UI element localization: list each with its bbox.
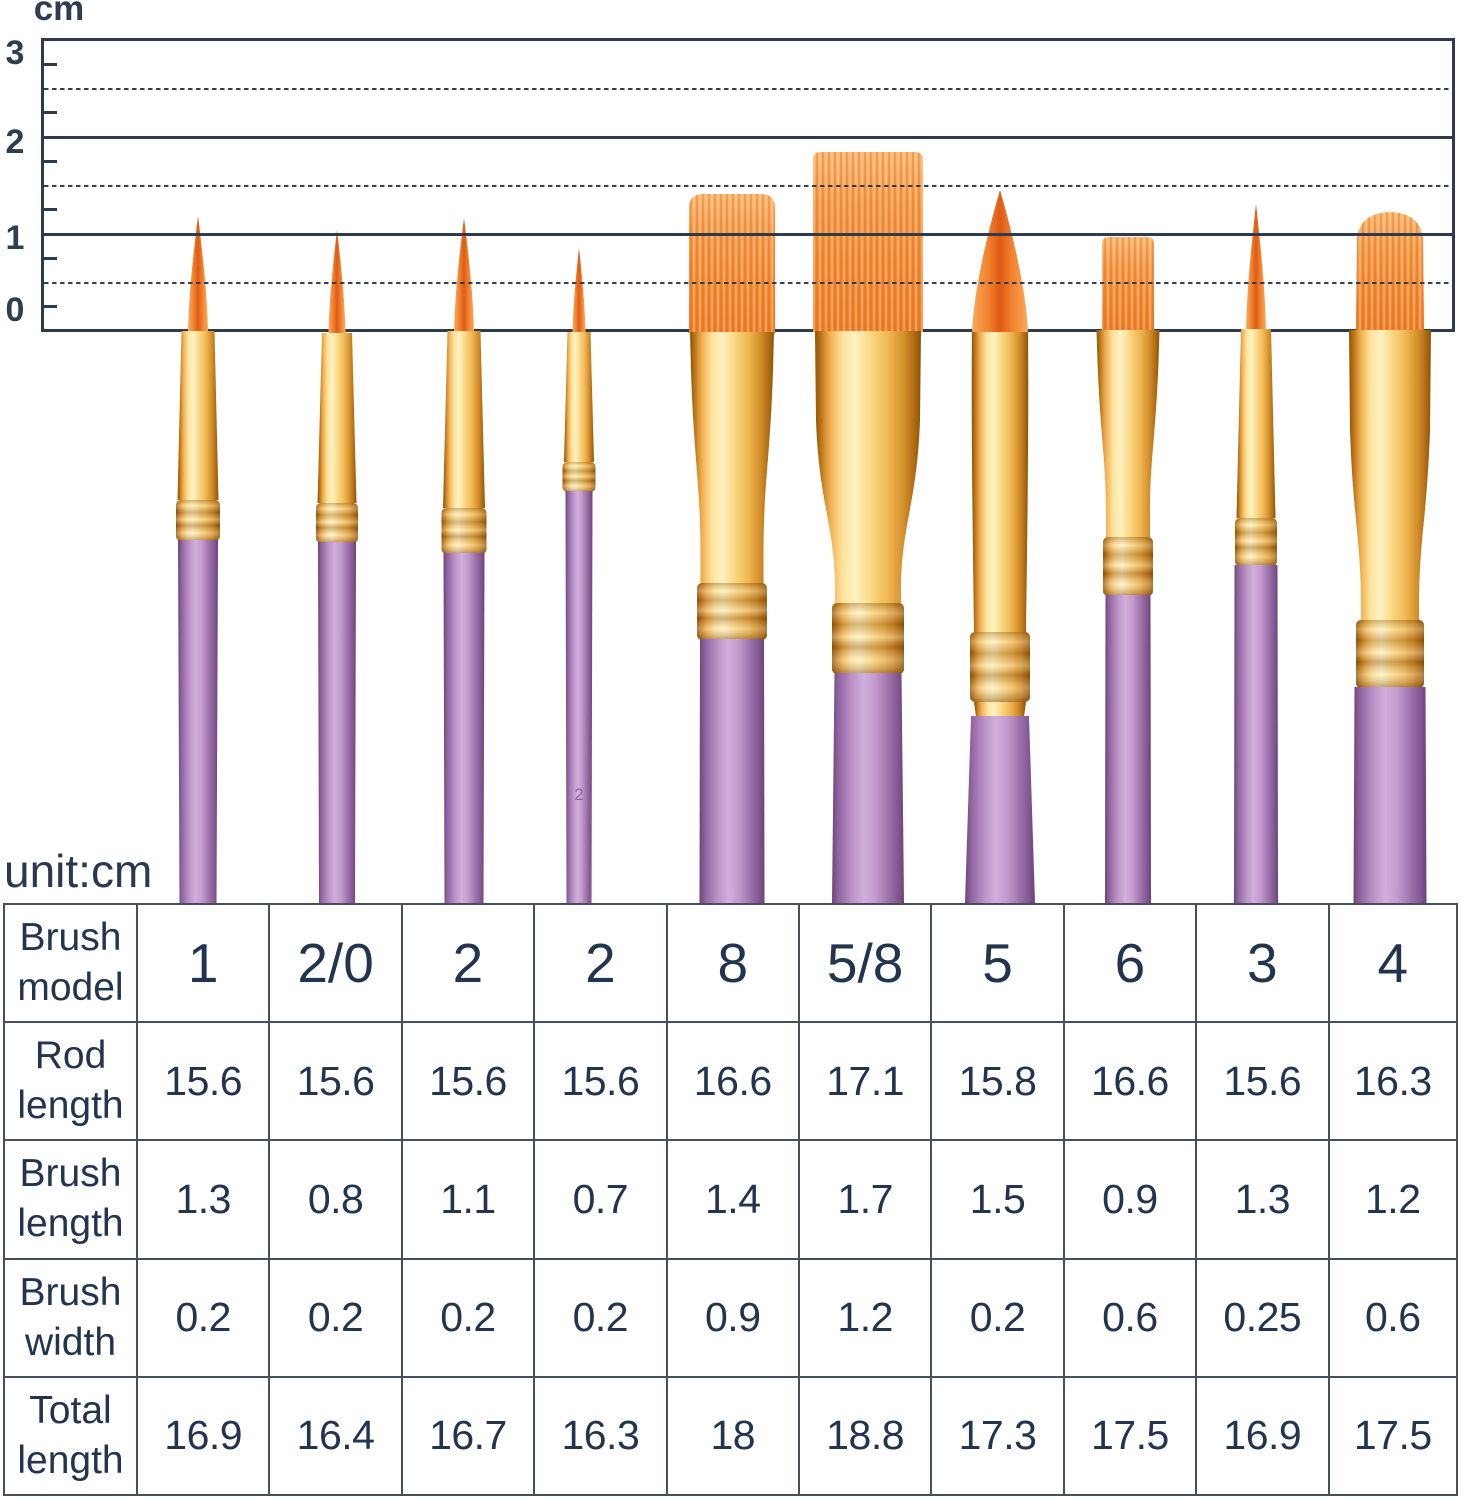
svg-text:2: 2 [574,785,583,804]
